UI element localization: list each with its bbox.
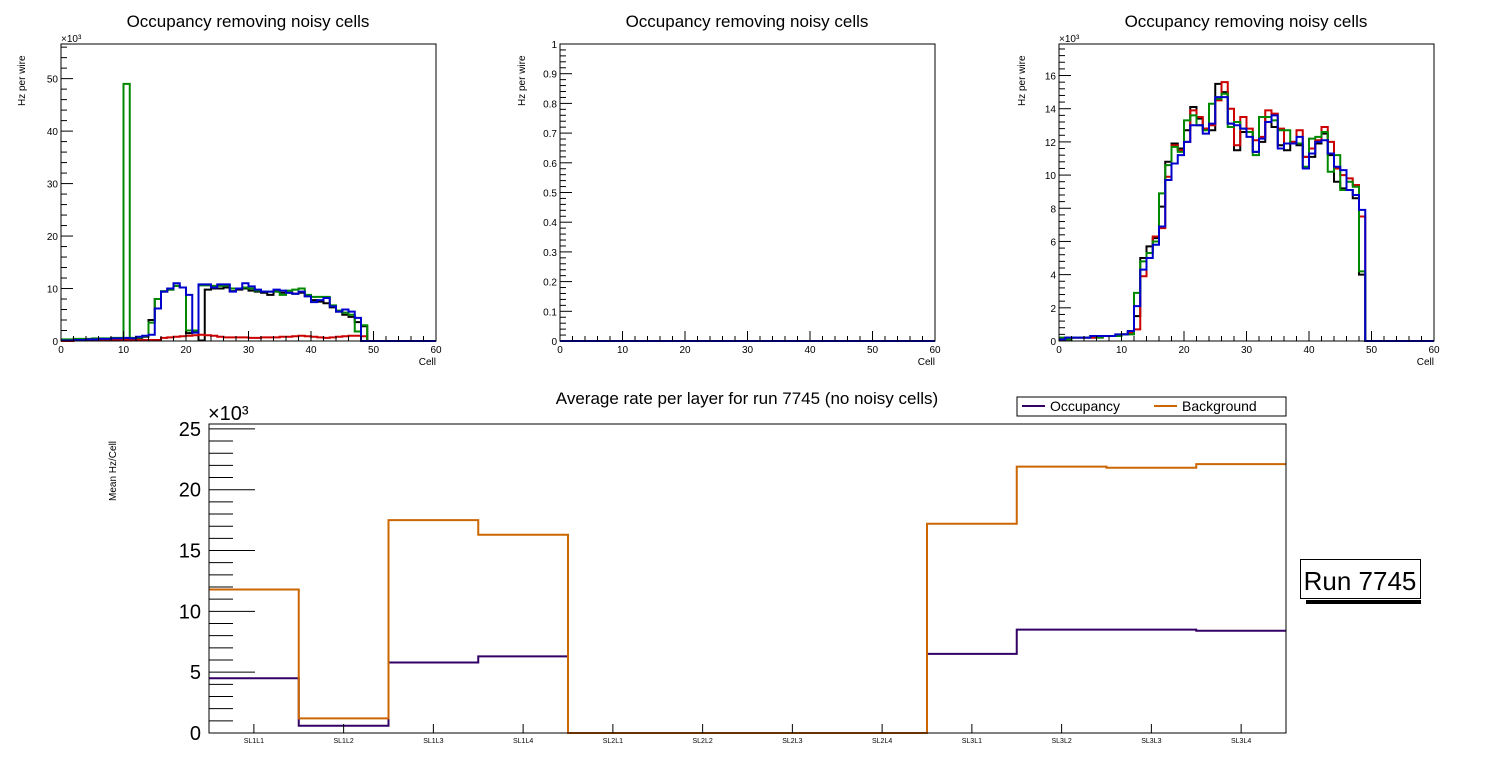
plot4-xtick-label: SL3L4	[1231, 738, 1251, 745]
plot-1-occupancy: Occupancy removing noisy cells Hz per wi…	[17, 12, 442, 368]
plot1-xtick-label: 10	[118, 345, 130, 356]
plot4-xtick-label: SL2L3	[782, 738, 802, 745]
plot3-xtick-label: 50	[1366, 345, 1378, 356]
plot-4-ylabel: Mean Hz/Cell	[108, 441, 119, 501]
plot2-xtick-label: 10	[617, 345, 629, 356]
plot4-ytick-label: 25	[179, 419, 201, 441]
plot-2-title: Occupancy removing noisy cells	[626, 12, 869, 31]
plot1-xtick-label: 0	[58, 345, 64, 356]
plot1-xtick-label: 20	[180, 345, 192, 356]
plot4-xtick-label: SL1L1	[244, 738, 264, 745]
plot3-ytick-label: 14	[1045, 105, 1057, 116]
plot2-ytick-label: 0.9	[543, 70, 557, 81]
plot1-ytick-label: 30	[47, 180, 59, 191]
plot2-ytick-label: 0.3	[543, 248, 557, 259]
plot2-xtick-label: 0	[557, 345, 563, 356]
plot4-xtick-label: SL2L4	[872, 738, 892, 745]
plot1-frame	[60, 43, 437, 342]
plot3-frame	[1058, 43, 1435, 342]
plot4-xtick-label: SL1L3	[423, 738, 443, 745]
run-label-box: Run 7745	[1300, 559, 1421, 604]
plot1-xtick-label: 30	[243, 345, 255, 356]
plot1-series-layer-green	[61, 82, 436, 342]
plot4-series-background	[209, 463, 1286, 734]
plot4-xtick-label: SL3L1	[962, 738, 982, 745]
plot-3-xlabel: Cell	[1417, 357, 1434, 368]
plot-1-title: Occupancy removing noisy cells	[127, 12, 370, 31]
plot-3-title: Occupancy removing noisy cells	[1125, 12, 1368, 31]
plot2-ytick-label: 0.6	[543, 159, 557, 170]
plot-3-yexponent: ×10³	[1059, 34, 1080, 45]
plot2-xtick-label: 60	[929, 345, 941, 356]
plot3-ytick-label: 8	[1050, 204, 1056, 215]
plot2-ytick-label: 0.5	[543, 189, 557, 200]
plot-3-ylabel: Hz per wire	[1017, 55, 1028, 106]
plot-4-yexponent: ×10³	[208, 403, 249, 425]
legend-background-label: Background	[1182, 398, 1257, 414]
plot3-xtick-label: 0	[1056, 345, 1062, 356]
plot-2-occupancy: Occupancy removing noisy cells Hz per wi…	[517, 12, 941, 368]
plot1-xtick-label: 50	[368, 345, 380, 356]
plot1-ytick-label: 20	[47, 232, 59, 243]
plot4-ytick-label: 20	[179, 480, 201, 502]
plot2-xtick-label: 30	[742, 345, 754, 356]
plot1-xtick-label: 60	[430, 345, 442, 356]
plot3-xtick-label: 40	[1303, 345, 1315, 356]
plot-2-ylabel: Hz per wire	[517, 55, 528, 106]
plot-4-average-rate: Average rate per layer for run 7745 (no …	[108, 389, 1287, 745]
plot3-series-layer-red	[1059, 81, 1434, 342]
legend-occupancy-label: Occupancy	[1050, 398, 1120, 414]
plot2-ytick-label: 0.7	[543, 129, 557, 140]
plot4-frame	[208, 423, 1287, 734]
plot3-ytick-label: 6	[1050, 237, 1056, 248]
plot-4-title: Average rate per layer for run 7745 (no …	[556, 389, 938, 408]
plot2-ytick-label: 0	[551, 337, 557, 348]
plot2-frame	[559, 43, 936, 342]
plot2-xtick-label: 40	[804, 345, 816, 356]
plot4-ytick-label: 15	[179, 541, 201, 563]
plot4-xtick-label: SL3L2	[1052, 738, 1072, 745]
plot-4-legend: Occupancy Background	[1016, 396, 1287, 417]
plot4-xtick-label: SL2L1	[603, 738, 623, 745]
plot-1-xlabel: Cell	[419, 357, 436, 368]
plot4-xtick-label: SL2L2	[693, 738, 713, 745]
plot-2-xlabel: Cell	[918, 357, 935, 368]
plot3-xtick-label: 30	[1241, 345, 1253, 356]
plot2-xtick-label: 20	[679, 345, 691, 356]
plot3-ytick-label: 12	[1045, 138, 1057, 149]
plot1-series-layer-blue	[61, 282, 436, 342]
plot3-ytick-label: 4	[1050, 271, 1056, 282]
plot3-xtick-label: 60	[1428, 345, 1440, 356]
plot2-ytick-label: 0.8	[543, 99, 557, 110]
plot1-xtick-label: 40	[305, 345, 317, 356]
plot2-ytick-label: 0.2	[543, 278, 557, 289]
plot-1-ylabel: Hz per wire	[17, 55, 28, 106]
plot2-ytick-label: 0.1	[543, 307, 557, 318]
plot4-xtick-label: SL3L3	[1141, 738, 1161, 745]
plot3-ytick-label: 10	[1045, 171, 1057, 182]
plot3-xtick-label: 10	[1116, 345, 1128, 356]
plot-1-yexponent: ×10³	[61, 34, 82, 45]
plot4-xtick-label: SL1L4	[513, 738, 533, 745]
plot-3-occupancy: Occupancy removing noisy cells Hz per wi…	[1017, 12, 1440, 368]
plot4-xtick-label: SL1L2	[334, 738, 354, 745]
plot2-xtick-label: 50	[867, 345, 879, 356]
plot1-ytick-label: 50	[47, 75, 59, 86]
plot1-ytick-label: 0	[52, 337, 58, 348]
plot4-ytick-label: 10	[179, 601, 201, 623]
plot3-xtick-label: 20	[1178, 345, 1190, 356]
plot3-series-layer-blue	[1059, 96, 1434, 342]
plot2-ytick-label: 0.4	[543, 218, 557, 229]
plot1-ytick-label: 40	[47, 127, 59, 138]
plot3-ytick-label: 2	[1050, 304, 1056, 315]
plot2-ytick-label: 1	[551, 40, 557, 51]
plot4-ytick-label: 5	[190, 662, 201, 684]
run-label: Run 7745	[1304, 566, 1417, 596]
plot3-ytick-label: 16	[1045, 72, 1057, 83]
plot3-ytick-label: 0	[1050, 337, 1056, 348]
plot1-ytick-label: 10	[47, 285, 59, 296]
plot4-ytick-label: 0	[190, 723, 201, 745]
